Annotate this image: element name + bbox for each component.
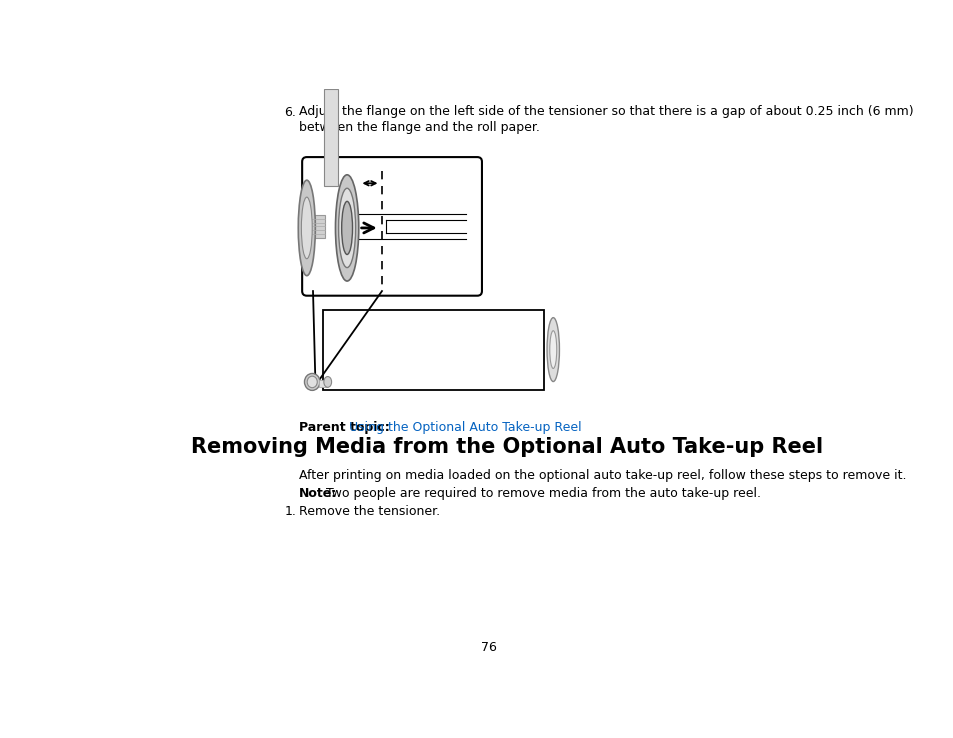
Ellipse shape [549, 331, 557, 368]
Text: 6.: 6. [284, 106, 295, 119]
Text: Adjust the flange on the left side of the tensioner so that there is a gap of ab: Adjust the flange on the left side of th… [298, 106, 913, 134]
Ellipse shape [298, 180, 315, 276]
Text: 1.: 1. [284, 505, 295, 518]
Bar [319, 380, 327, 387]
Text: Parent topic:: Parent topic: [298, 421, 394, 434]
Ellipse shape [301, 197, 312, 259]
Text: Two people are required to remove media from the auto take-up reel.: Two people are required to remove media … [321, 486, 760, 500]
Ellipse shape [307, 376, 317, 387]
Text: Using the Optional Auto Take-up Reel: Using the Optional Auto Take-up Reel [349, 421, 581, 434]
Bar [323, 310, 543, 390]
Ellipse shape [323, 376, 332, 387]
Text: 76: 76 [480, 641, 497, 655]
Ellipse shape [338, 188, 355, 268]
Text: Removing Media from the Optional Auto Take-up Reel: Removing Media from the Optional Auto Ta… [191, 438, 821, 458]
Ellipse shape [546, 317, 558, 382]
Text: Note:: Note: [298, 486, 337, 500]
Ellipse shape [335, 175, 358, 281]
Text: After printing on media loaded on the optional auto take-up reel, follow these s: After printing on media loaded on the op… [298, 469, 905, 482]
Bar [323, 89, 337, 187]
Ellipse shape [341, 201, 353, 255]
Ellipse shape [304, 373, 319, 390]
FancyBboxPatch shape [302, 157, 481, 296]
Text: Remove the tensioner.: Remove the tensioner. [298, 505, 439, 518]
Bar [311, 215, 325, 238]
